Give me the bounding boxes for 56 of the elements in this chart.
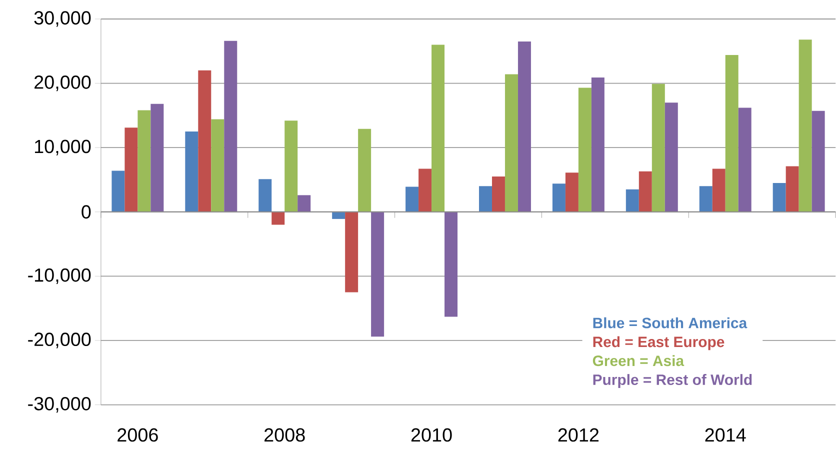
y-tick-label: 10,000: [35, 140, 91, 156]
bar: [332, 212, 346, 220]
y-tick-label: 0: [82, 205, 91, 219]
bar: [272, 212, 285, 225]
bar: [418, 168, 432, 212]
x-tick-label: 2008: [264, 428, 305, 442]
bar: [492, 176, 505, 212]
bar: [518, 42, 531, 212]
bar: [504, 74, 518, 212]
y-tick-label: 20,000: [34, 76, 91, 92]
text: Green = Asia: [592, 355, 684, 366]
bar: [479, 186, 492, 212]
bar: [565, 172, 578, 212]
bar: [772, 183, 786, 212]
bar: [591, 78, 604, 212]
text: Red = East Europe: [593, 336, 724, 350]
bar: [198, 70, 212, 212]
bar: [432, 44, 445, 212]
bar: [150, 104, 164, 212]
x-tick-label: 2012: [558, 428, 599, 442]
y-tick-label: -20,000: [28, 332, 91, 348]
x-tick-label: 2010: [411, 428, 452, 442]
y-tick-label: -10,000: [28, 268, 91, 284]
bar: [258, 179, 272, 212]
bar: [298, 195, 311, 212]
bar: [444, 212, 458, 317]
x-tick-label: 2006: [118, 428, 158, 442]
bar: [211, 119, 224, 212]
text: Blue = South America: [593, 317, 748, 328]
bar: [738, 108, 752, 212]
bar: [345, 212, 358, 292]
bar: [124, 128, 138, 212]
bar: [712, 168, 726, 212]
bar: [798, 40, 812, 212]
bar: [699, 186, 712, 212]
bar: [185, 132, 198, 212]
bar: [138, 110, 151, 212]
bar: [358, 129, 372, 212]
bar: [406, 186, 419, 212]
bar: [578, 88, 592, 212]
bar: [112, 170, 125, 212]
bar: [664, 102, 678, 212]
bar: [786, 166, 799, 212]
bar: [284, 120, 298, 212]
bar: [224, 40, 238, 212]
text: Purple = Rest of World: [593, 374, 752, 388]
x-tick-label: 2014: [705, 428, 746, 442]
bar: [638, 172, 652, 212]
y-tick-label: 30,000: [34, 11, 91, 27]
bar: [652, 84, 665, 212]
bar: [552, 184, 566, 212]
bar: [371, 212, 384, 337]
bar: [812, 111, 825, 212]
bar: [626, 190, 639, 212]
bar: [725, 55, 738, 212]
y-tick-label: -30,000: [28, 397, 91, 413]
